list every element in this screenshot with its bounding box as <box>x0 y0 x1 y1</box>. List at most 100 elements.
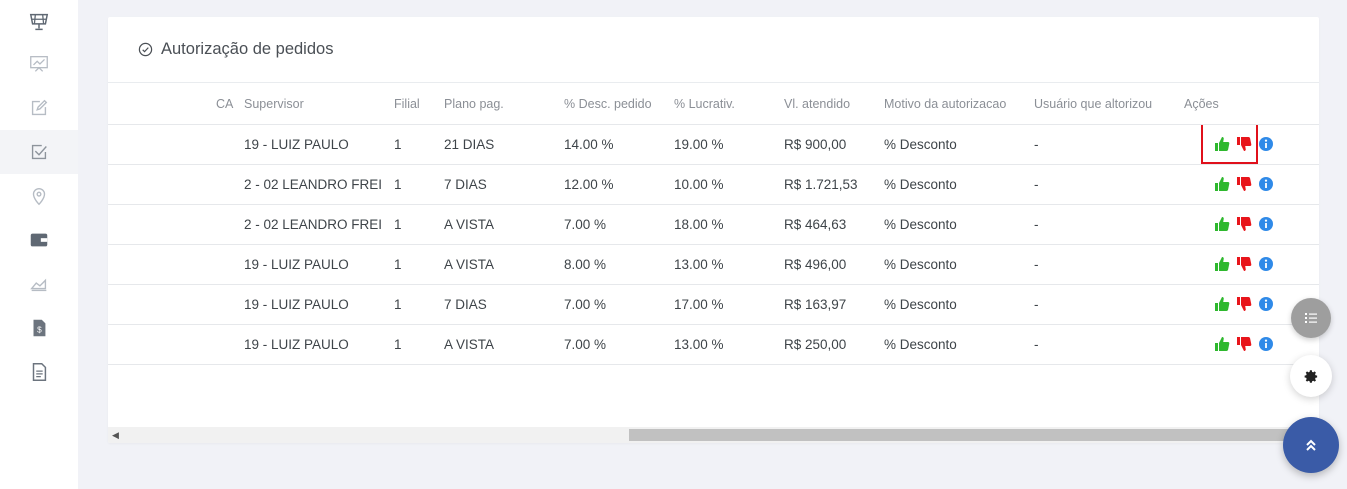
info-icon[interactable] <box>1258 176 1274 192</box>
cell-motivo: % Desconto <box>884 324 1034 365</box>
reject-thumbs-down-icon[interactable] <box>1236 216 1252 232</box>
info-icon[interactable] <box>1258 216 1274 232</box>
cell-supervisor: 19 - LUIZ PAULO <box>244 244 394 285</box>
sidebar-item-edit[interactable] <box>0 86 78 130</box>
scroll-left-arrow-icon[interactable]: ◀ <box>112 430 119 440</box>
cell-vl-atendido: R$ 900,00 <box>784 124 884 165</box>
cell-filial: 1 <box>394 284 444 325</box>
column-header-desc[interactable]: % Desc. pedido <box>564 84 674 125</box>
cell-ca <box>108 244 244 285</box>
row-actions <box>1184 256 1319 272</box>
sidebar-item-wallet[interactable] <box>0 218 78 262</box>
sidebar-item-document[interactable] <box>0 350 78 394</box>
list-toggle-button[interactable] <box>1291 298 1331 338</box>
column-header-acoes: Ações <box>1184 84 1319 125</box>
horizontal-scrollbar[interactable]: ◀ <box>108 427 1319 443</box>
cell-motivo: % Desconto <box>884 164 1034 205</box>
approve-thumbs-up-icon[interactable] <box>1214 136 1230 152</box>
approve-thumbs-up-icon[interactable] <box>1214 256 1230 272</box>
reject-thumbs-down-icon[interactable] <box>1236 256 1252 272</box>
area-chart-icon <box>30 278 47 292</box>
cell-vl-atendido: R$ 163,97 <box>784 284 884 325</box>
card-header: Autorização de pedidos <box>108 17 1319 83</box>
cell-actions <box>1184 204 1319 245</box>
sidebar-item-solar[interactable] <box>0 0 78 44</box>
row-actions <box>1184 124 1319 163</box>
sidebar-item-invoice[interactable]: $ <box>0 306 78 350</box>
approve-thumbs-up-icon[interactable] <box>1214 296 1230 312</box>
cell-ca <box>108 324 244 365</box>
settings-button[interactable] <box>1290 355 1332 397</box>
info-icon[interactable] <box>1258 296 1274 312</box>
row-actions <box>1184 176 1319 192</box>
cell-filial: 1 <box>394 164 444 205</box>
cell-desc: 8.00 % <box>564 244 674 285</box>
map-pin-icon <box>32 188 46 206</box>
presentation-chart-icon <box>30 56 48 72</box>
reject-thumbs-down-icon[interactable] <box>1236 296 1252 312</box>
table-header-row: CA Supervisor Filial Plano pag. % Desc. … <box>108 84 1319 125</box>
column-header-usuario[interactable]: Usuário que altorizou <box>1034 84 1184 125</box>
cell-lucrativ: 13.00 % <box>674 324 784 365</box>
cell-plano: A VISTA <box>444 204 564 245</box>
row-actions <box>1184 296 1319 312</box>
cell-ca <box>108 124 244 165</box>
cell-desc: 7.00 % <box>564 204 674 245</box>
scrollbar-thumb[interactable] <box>629 429 1319 441</box>
cell-motivo: % Desconto <box>884 284 1034 325</box>
table-row: 2 - 02 LEANDRO FREI 1 A VISTA 7.00 % 18.00 %… <box>108 204 1319 245</box>
cell-supervisor: 19 - LUIZ PAULO <box>244 324 394 365</box>
column-header-vl-atendido[interactable]: Vl. atendido <box>784 84 884 125</box>
edit-icon <box>31 99 48 116</box>
column-header-ca[interactable]: CA <box>108 84 244 125</box>
cell-lucrativ: 18.00 % <box>674 204 784 245</box>
sidebar-item-area-chart[interactable] <box>0 262 78 306</box>
cell-plano: 21 DIAS <box>444 124 564 165</box>
cell-usuario: - <box>1034 284 1184 325</box>
info-icon[interactable] <box>1258 336 1274 352</box>
cell-usuario: - <box>1034 164 1184 205</box>
cell-usuario: - <box>1034 244 1184 285</box>
column-header-lucrativ[interactable]: % Lucrativ. <box>674 84 784 125</box>
column-header-supervisor[interactable]: Supervisor <box>244 84 394 125</box>
cell-lucrativ: 13.00 % <box>674 244 784 285</box>
approve-thumbs-up-icon[interactable] <box>1214 176 1230 192</box>
cell-supervisor: 19 - LUIZ PAULO <box>244 124 394 165</box>
svg-text:$: $ <box>37 326 42 335</box>
cell-vl-atendido: R$ 464,63 <box>784 204 884 245</box>
cell-usuario: - <box>1034 324 1184 365</box>
approve-thumbs-up-icon[interactable] <box>1214 216 1230 232</box>
table-row: 2 - 02 LEANDRO FREI 1 7 DIAS 12.00 % 10.00 %… <box>108 164 1319 205</box>
scroll-top-button[interactable] <box>1283 417 1339 473</box>
cell-actions <box>1184 244 1319 285</box>
column-header-motivo[interactable]: Motivo da autorizacao <box>884 84 1034 125</box>
reject-thumbs-down-icon[interactable] <box>1236 176 1252 192</box>
page-title: Autorização de pedidos <box>161 40 334 58</box>
reject-thumbs-down-icon[interactable] <box>1236 136 1252 152</box>
cell-plano: 7 DIAS <box>444 284 564 325</box>
table-row: 19 - LUIZ PAULO 1 A VISTA 8.00 % 13.00 % R$ 4… <box>108 244 1319 285</box>
cell-ca <box>108 284 244 325</box>
column-header-plano[interactable]: Plano pag. <box>444 84 564 125</box>
orders-table-wrapper: CA Supervisor Filial Plano pag. % Desc. … <box>108 84 1319 427</box>
cell-desc: 14.00 % <box>564 124 674 165</box>
column-header-filial[interactable]: Filial <box>394 84 444 125</box>
sidebar-item-authorization[interactable] <box>0 130 78 174</box>
sidebar-item-map[interactable] <box>0 174 78 218</box>
orders-table: CA Supervisor Filial Plano pag. % Desc. … <box>108 84 1319 365</box>
cell-filial: 1 <box>394 124 444 165</box>
cell-supervisor: 2 - 02 LEANDRO FREI <box>244 204 394 245</box>
approve-thumbs-up-icon[interactable] <box>1214 336 1230 352</box>
info-icon[interactable] <box>1258 136 1274 152</box>
invoice-dollar-icon: $ <box>33 319 46 337</box>
cell-vl-atendido: R$ 1.721,53 <box>784 164 884 205</box>
reject-thumbs-down-icon[interactable] <box>1236 336 1252 352</box>
cell-vl-atendido: R$ 496,00 <box>784 244 884 285</box>
sidebar-item-presentation[interactable] <box>0 42 78 86</box>
sidebar: $ <box>0 0 78 489</box>
cell-actions <box>1184 124 1319 165</box>
info-icon[interactable] <box>1258 256 1274 272</box>
cell-supervisor: 2 - 02 LEANDRO FREI <box>244 164 394 205</box>
cell-plano: A VISTA <box>444 244 564 285</box>
document-icon <box>32 363 47 381</box>
